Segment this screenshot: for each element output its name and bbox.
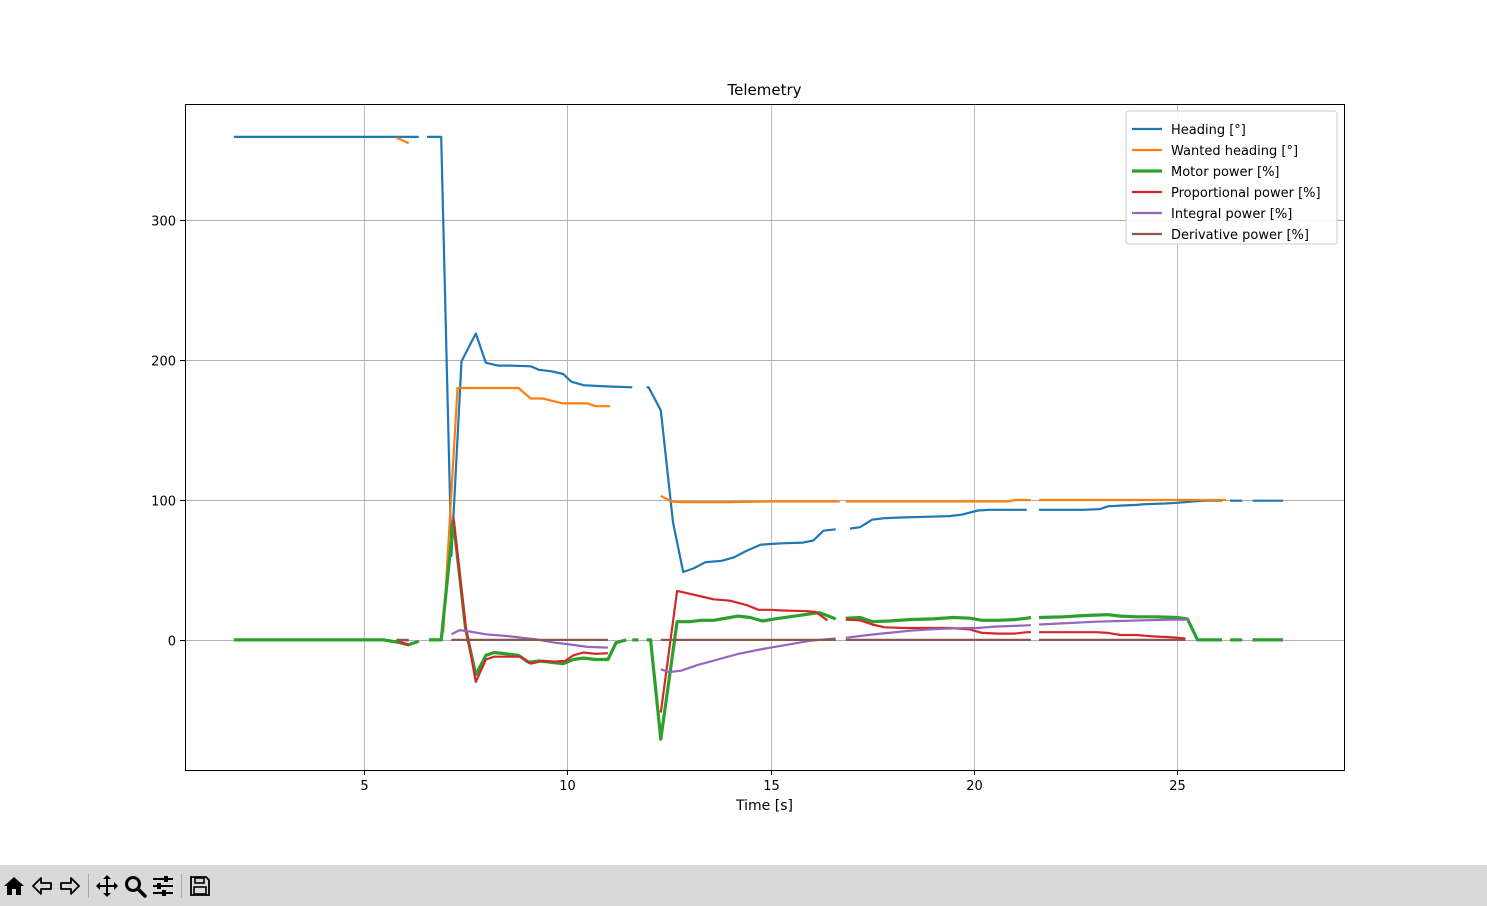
pan-icon	[96, 874, 118, 897]
legend-box	[1125, 110, 1338, 245]
series-line-segment	[845, 615, 1032, 624]
forward-icon	[60, 876, 80, 895]
y-tick-label: 200	[151, 355, 176, 370]
series-4	[396, 618, 1190, 674]
home-icon	[4, 876, 24, 895]
series-line-segment	[845, 624, 1031, 639]
legend-label: Motor power [%]	[1171, 165, 1280, 180]
series-line-segment	[1038, 618, 1190, 626]
navigation-toolbar	[0, 865, 1487, 906]
legend-label: Integral power [%]	[1171, 207, 1292, 222]
configure-subplots-icon	[153, 875, 173, 896]
series-line-segment	[660, 637, 836, 674]
x-axis-label: Time [s]	[735, 798, 793, 814]
configure-subplots-button[interactable]	[149, 871, 177, 901]
y-tick-label: 0	[168, 635, 176, 650]
back-icon	[32, 876, 52, 895]
legend: Heading [°] Wanted heading [°] Motor power…	[1125, 110, 1338, 245]
series-line-segment	[427, 135, 633, 558]
series-1	[396, 136, 1227, 633]
forward-button[interactable]	[56, 871, 84, 901]
series-lines	[233, 135, 1283, 741]
series-line-segment	[845, 498, 1031, 503]
legend-label: Proportional power [%]	[1171, 186, 1321, 201]
series-3	[396, 516, 1186, 713]
series-line-segment	[646, 610, 837, 741]
series-line-segment	[849, 508, 1027, 530]
series-2	[233, 519, 1283, 741]
series-0	[233, 135, 1283, 574]
back-button[interactable]	[28, 871, 56, 901]
series-line-segment	[660, 494, 840, 504]
series-line-segment	[659, 589, 829, 713]
series-line-segment	[1038, 613, 1222, 642]
zoom-button[interactable]	[121, 871, 149, 901]
series-line-segment	[429, 519, 627, 677]
series-line-segment	[646, 386, 836, 574]
series-line-segment	[450, 628, 608, 649]
x-tick-label: 10	[559, 779, 576, 794]
axis-ticks: 5 10 15 20 25 0 100 200 300	[151, 215, 1186, 795]
telemetry-chart: 5 10 15 20 25 0 100 200 300 Telemetry Time [s] H…	[151, 81, 1345, 814]
series-line-segment	[452, 516, 608, 684]
x-tick-label: 20	[966, 779, 983, 794]
series-line-segment	[233, 638, 420, 647]
x-tick-label: 25	[1169, 779, 1186, 794]
axes-frame	[185, 104, 1345, 771]
legend-label: Derivative power [%]	[1171, 228, 1309, 243]
x-tick-label: 15	[763, 779, 780, 794]
legend-label: Heading [°]	[1171, 123, 1246, 138]
series-line-segment	[442, 386, 610, 633]
y-tick-label: 100	[151, 495, 176, 510]
pan-button[interactable]	[93, 871, 121, 901]
chart-title: Telemetry	[726, 81, 801, 99]
zoom-icon	[125, 875, 147, 898]
legend-label: Wanted heading [°]	[1171, 144, 1298, 159]
x-tick-label: 5	[360, 779, 368, 794]
toolbar-separator	[88, 873, 89, 898]
series-line-segment	[1039, 499, 1222, 511]
series-line-segment	[1039, 631, 1186, 640]
y-tick-label: 300	[151, 215, 176, 230]
figure-canvas: 5 10 15 20 25 0 100 200 300 Telemetry Time [s] H…	[151, 81, 1345, 814]
toolbar-separator	[181, 873, 182, 898]
series-line-segment	[396, 136, 410, 145]
save-icon	[190, 875, 210, 896]
save-button[interactable]	[186, 871, 214, 901]
home-button[interactable]	[0, 871, 28, 901]
